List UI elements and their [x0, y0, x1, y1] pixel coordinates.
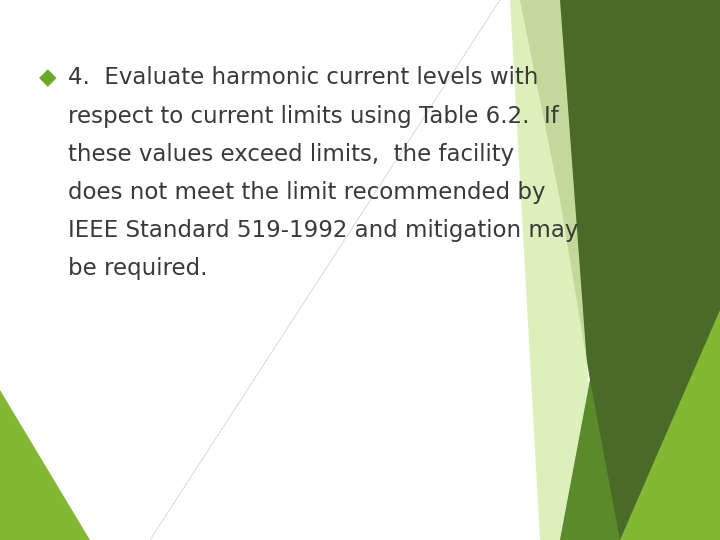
- Text: does not meet the limit recommended by: does not meet the limit recommended by: [68, 180, 546, 204]
- Polygon shape: [560, 380, 620, 540]
- Text: be required.: be required.: [68, 256, 207, 280]
- Text: IEEE Standard 519-1992 and mitigation may: IEEE Standard 519-1992 and mitigation ma…: [68, 219, 578, 241]
- Text: these values exceed limits,  the facility: these values exceed limits, the facility: [68, 143, 514, 165]
- Text: 4.  Evaluate harmonic current levels with: 4. Evaluate harmonic current levels with: [68, 66, 539, 90]
- Text: respect to current limits using Table 6.2.  If: respect to current limits using Table 6.…: [68, 105, 559, 127]
- Polygon shape: [510, 0, 600, 540]
- Polygon shape: [520, 0, 720, 540]
- Text: ◆: ◆: [39, 66, 57, 90]
- Polygon shape: [0, 390, 90, 540]
- Polygon shape: [580, 0, 720, 540]
